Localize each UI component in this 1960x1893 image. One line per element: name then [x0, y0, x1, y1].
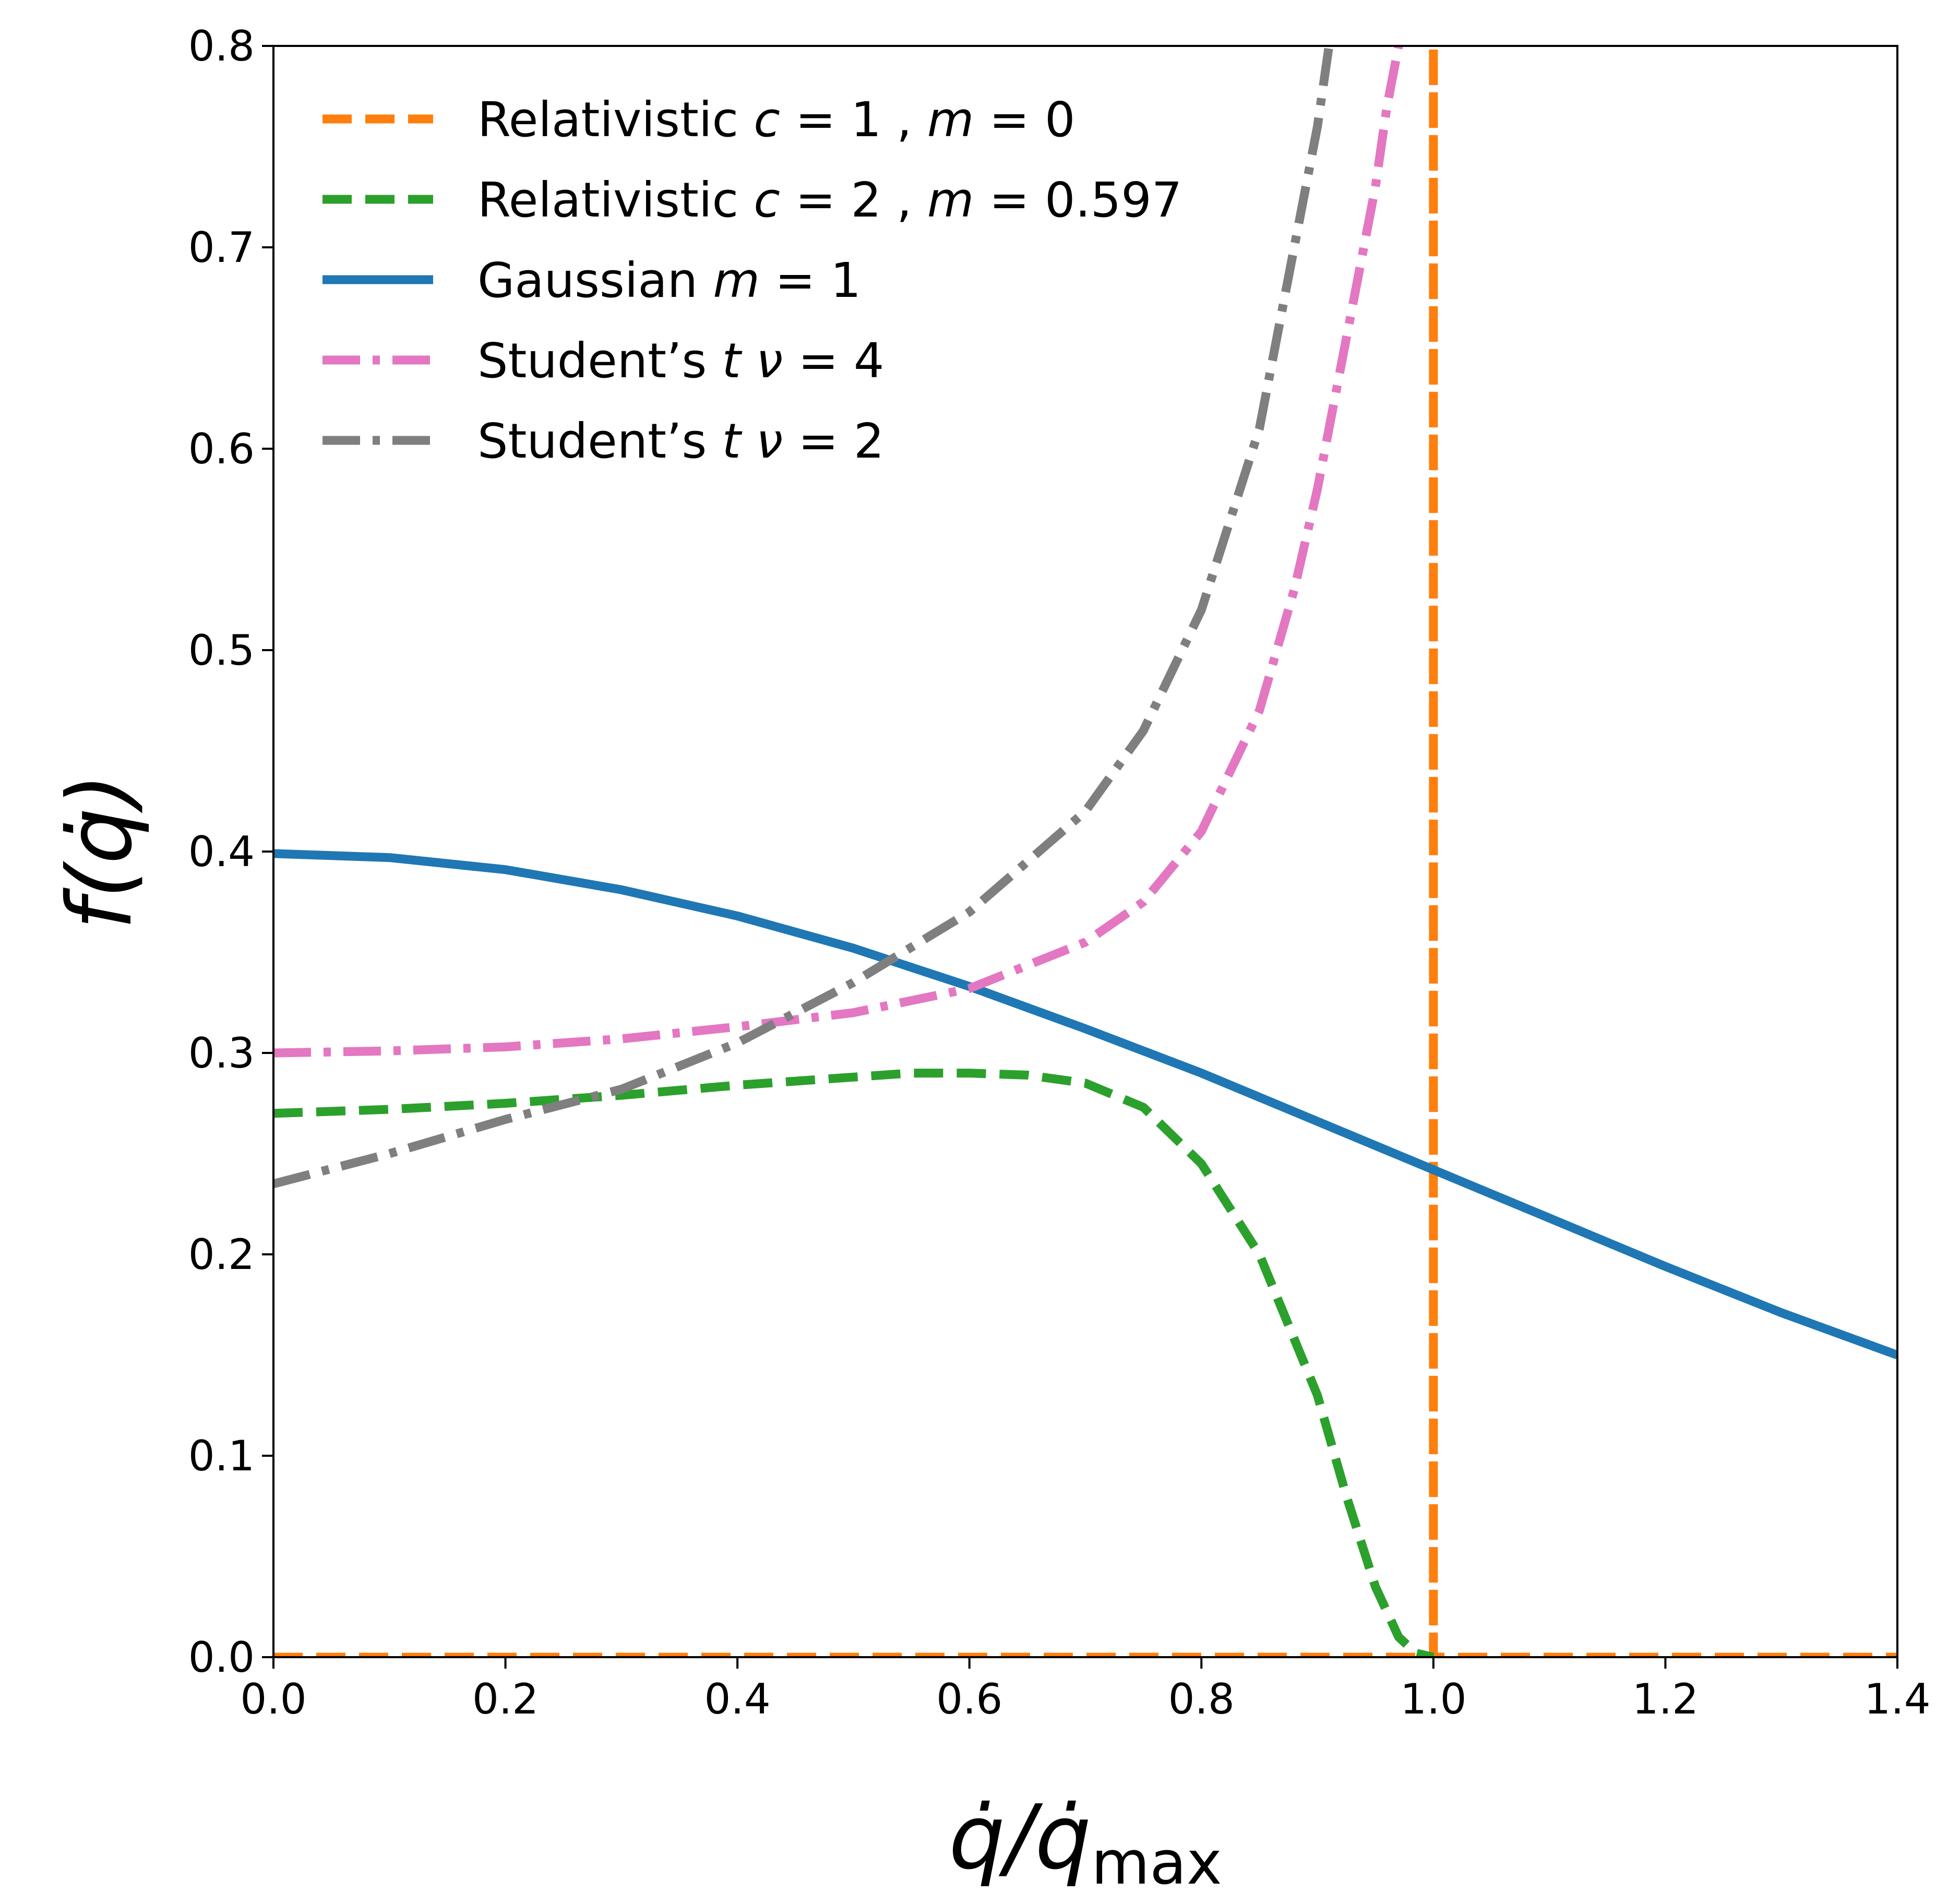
y-tick-label: 0.3 — [188, 1029, 255, 1077]
series-line-relativistic-c2 — [273, 1069, 1435, 1657]
x-tick-label: 0.8 — [1168, 1675, 1235, 1723]
y-tick-label: 0.6 — [188, 425, 255, 473]
series-layer — [273, 46, 1897, 1657]
legend-label-relativistic-c2: Relativistic c = 2 , m = 0.597 — [477, 172, 1182, 228]
x-tick-label: 0.4 — [704, 1675, 771, 1723]
x-tick-label: 0.2 — [472, 1675, 539, 1723]
legend-label-relativistic-c1: Relativistic c = 1 , m = 0 — [477, 92, 1075, 148]
x-tick-label: 1.2 — [1632, 1675, 1699, 1723]
x-tick-label: 0.0 — [240, 1675, 306, 1723]
x-tick-label: 1.0 — [1400, 1675, 1466, 1723]
y-tick-label: 0.4 — [188, 828, 255, 876]
y-tick-label: 0.7 — [188, 223, 255, 272]
legend-label-gaussian: Gaussian m = 1 — [477, 253, 861, 308]
series-line-student-t2 — [273, 46, 1334, 1189]
y-tick-label: 0.8 — [188, 22, 255, 70]
y-axis-title: f(q̇) — [49, 773, 152, 930]
y-tick-label: 0.0 — [188, 1633, 255, 1682]
y-tick-label: 0.1 — [188, 1432, 255, 1480]
y-axis: 0.0 0.1 0.2 0.3 0.4 0.5 0.6 0.7 0.8 — [188, 22, 273, 1682]
legend-label-student-t2: Student’s t ν = 2 — [477, 413, 884, 469]
plot-area — [273, 46, 1897, 1657]
series-line-student-t4 — [273, 46, 1403, 1058]
x-axis: 0.0 0.2 0.4 0.6 0.8 1.0 1.2 1.4 — [240, 1657, 1931, 1723]
x-tick-label: 0.6 — [936, 1675, 1002, 1723]
series-line-gaussian — [273, 849, 1897, 1359]
y-tick-label: 0.2 — [188, 1230, 255, 1279]
x-axis-title: q̇/q̇max — [949, 1786, 1222, 1893]
legend-label-student-t4: Student’s t ν = 4 — [477, 333, 884, 389]
x-tick-label: 1.4 — [1864, 1675, 1930, 1723]
legend: Relativistic c = 1 , m = 0 Relativistic c… — [322, 92, 1182, 469]
y-tick-label: 0.5 — [188, 626, 255, 675]
